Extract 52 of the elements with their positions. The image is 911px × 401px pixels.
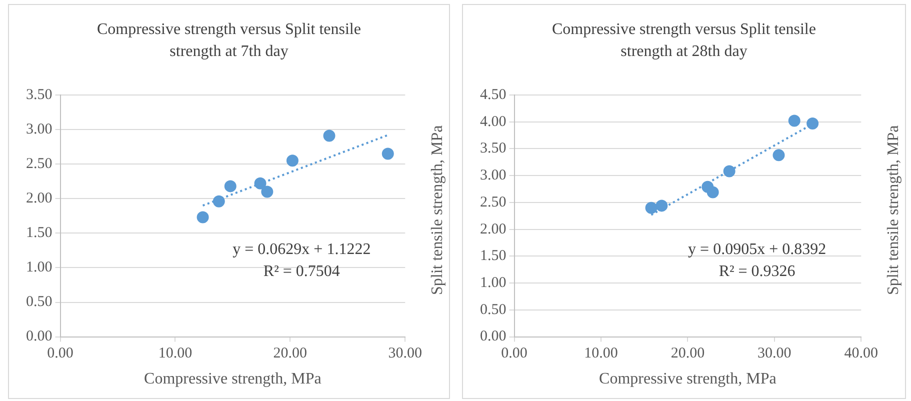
y-tick-label: 0.00 bbox=[26, 328, 52, 345]
point bbox=[382, 148, 394, 160]
annotation: R² = 0.7504 bbox=[263, 262, 340, 280]
point bbox=[196, 211, 209, 224]
point bbox=[656, 200, 668, 212]
point bbox=[723, 165, 736, 178]
point bbox=[706, 186, 719, 198]
point bbox=[788, 114, 800, 127]
x-tick-label: 0.00 bbox=[47, 346, 74, 362]
point bbox=[254, 177, 266, 190]
chart-title: Compressive strength versus Split tensile strength at 28th day bbox=[551, 20, 817, 62]
y-tick-label: 2.00 bbox=[480, 221, 506, 238]
y-tick-label: 3.50 bbox=[26, 86, 52, 103]
y-tick-label: 4.00 bbox=[480, 114, 506, 130]
x-tick-label: 20.00 bbox=[273, 346, 308, 362]
point bbox=[645, 202, 658, 214]
annotation: y = 0.0905x + 0.8392 bbox=[688, 240, 826, 258]
point bbox=[772, 149, 785, 162]
y-tick-label: 3.50 bbox=[480, 140, 506, 157]
y-tick-label: 1.00 bbox=[480, 275, 506, 292]
annotation: y = 0.0629x + 1.1222 bbox=[232, 240, 371, 258]
annotation: R² = 0.9326 bbox=[718, 262, 796, 280]
x-tick-label: 20.00 bbox=[670, 346, 705, 362]
y-tick-label: 2.50 bbox=[480, 194, 506, 210]
y-tick-label: 0.50 bbox=[26, 294, 52, 310]
x-tick-label: 10.00 bbox=[158, 346, 192, 362]
y-tick-label: 1.50 bbox=[26, 225, 52, 242]
point bbox=[224, 180, 236, 192]
x-tick-label: 10.00 bbox=[584, 346, 618, 362]
x-axis-title: Compressive strength, MPa bbox=[144, 370, 322, 388]
y-tick-label: 3.00 bbox=[26, 121, 52, 138]
chart-title: Compressive strength versus Split tensile strength at 7th day bbox=[96, 20, 362, 62]
y-tick-label: 2.00 bbox=[26, 190, 52, 207]
x-tick-label: 30.00 bbox=[758, 346, 792, 362]
point bbox=[212, 195, 225, 208]
x-tick-label: 0.00 bbox=[501, 346, 528, 362]
y-tick-label: 0.00 bbox=[480, 328, 506, 345]
point bbox=[286, 154, 298, 167]
y-axis-title: Split tensile strength, MPa bbox=[885, 124, 903, 297]
y-tick-label: 1.50 bbox=[480, 248, 506, 264]
y-tick-label: 4.50 bbox=[480, 86, 506, 103]
point bbox=[261, 186, 274, 198]
y-tick-label: 2.50 bbox=[26, 156, 52, 172]
x-tick-label: 40.00 bbox=[844, 346, 878, 362]
y-axis-title: Split tensile strength, MPa bbox=[429, 124, 447, 297]
point bbox=[806, 117, 819, 130]
x-axis-title: Compressive strength, MPa bbox=[599, 370, 776, 388]
x-tick-label: 30.00 bbox=[388, 346, 422, 362]
y-tick-label: 3.00 bbox=[480, 168, 506, 184]
y-tick-label: 1.00 bbox=[26, 260, 52, 276]
y-tick-label: 0.50 bbox=[480, 302, 506, 318]
point bbox=[323, 130, 336, 142]
